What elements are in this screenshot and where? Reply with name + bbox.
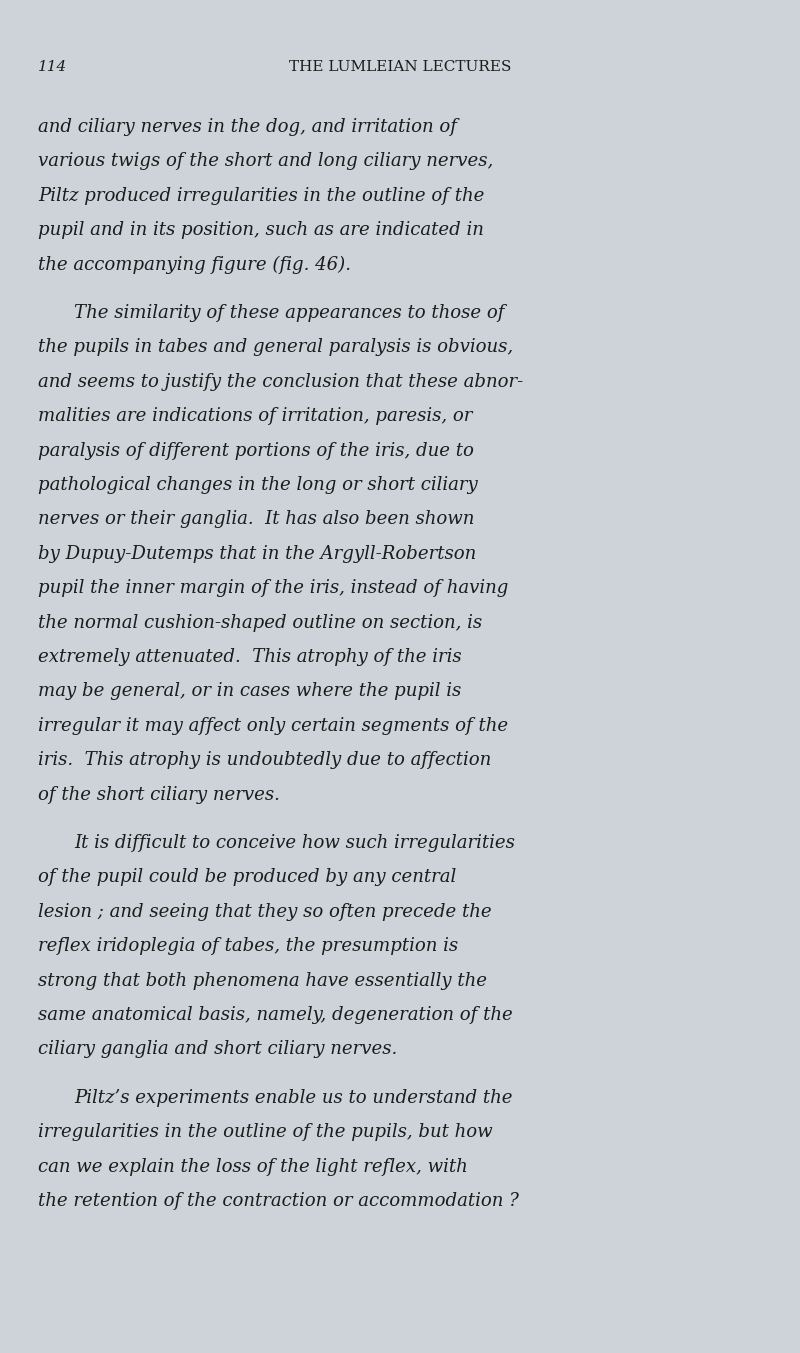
Text: pathological changes in the long or short ciliary: pathological changes in the long or shor… — [38, 476, 478, 494]
Text: irregular it may affect only certain segments of the: irregular it may affect only certain seg… — [38, 717, 508, 735]
Text: extremely attenuated.  This atrophy of the iris: extremely attenuated. This atrophy of th… — [38, 648, 462, 666]
Text: pupil the inner margin of the iris, instead of having: pupil the inner margin of the iris, inst… — [38, 579, 508, 597]
Text: by Dupuy-Dutemps that in the Argyll­Robertson: by Dupuy-Dutemps that in the Argyll­Robe… — [38, 545, 476, 563]
Text: the pupils in tabes and general paralysis is obvious,: the pupils in tabes and general paralysi… — [38, 338, 513, 356]
Text: It is difficult to conceive how such irregularities: It is difficult to conceive how such irr… — [74, 833, 515, 852]
Text: THE LUMLEIAN LECTURES: THE LUMLEIAN LECTURES — [289, 60, 511, 74]
Text: same anatomical basis, namely, degeneration of the: same anatomical basis, namely, degenerat… — [38, 1007, 513, 1024]
Text: strong that both phenomena have essentially the: strong that both phenomena have essentia… — [38, 971, 487, 989]
Text: nerves or their ganglia.  It has also been shown: nerves or their ganglia. It has also bee… — [38, 510, 474, 529]
Text: the accompanying figure (fig. 46).: the accompanying figure (fig. 46). — [38, 256, 351, 273]
Text: various twigs of the short and long ciliary nerves,: various twigs of the short and long cili… — [38, 153, 494, 170]
Text: irregularities in the outline of the pupils, but how: irregularities in the outline of the pup… — [38, 1123, 493, 1141]
Text: and seems to justify the conclusion that these abnor-: and seems to justify the conclusion that… — [38, 373, 523, 391]
Text: 114: 114 — [38, 60, 67, 74]
Text: may be general, or in cases where the pupil is: may be general, or in cases where the pu… — [38, 682, 462, 701]
Text: ciliary ganglia and short ciliary nerves.: ciliary ganglia and short ciliary nerves… — [38, 1040, 398, 1058]
Text: of the pupil could be produced by any central: of the pupil could be produced by any ce… — [38, 869, 456, 886]
Text: The similarity of these appearances to those of: The similarity of these appearances to t… — [74, 304, 505, 322]
Text: Piltz produced irregularities in the outline of the: Piltz produced irregularities in the out… — [38, 187, 484, 204]
Text: Piltz’s experiments enable us to understand the: Piltz’s experiments enable us to underst… — [74, 1089, 513, 1107]
Text: and ciliary nerves in the dog, and irritation of: and ciliary nerves in the dog, and irrit… — [38, 118, 457, 137]
Text: the retention of the contraction or accommodation ?: the retention of the contraction or acco… — [38, 1192, 519, 1210]
Text: reflex iridoplegia of tabes, the presumption is: reflex iridoplegia of tabes, the presump… — [38, 938, 458, 955]
Text: of the short ciliary nerves.: of the short ciliary nerves. — [38, 786, 280, 804]
Text: iris.  This atrophy is undoubtedly due to affection: iris. This atrophy is undoubtedly due to… — [38, 751, 491, 770]
Text: malities are indications of irritation, paresis, or: malities are indications of irritation, … — [38, 407, 472, 425]
Text: can we explain the loss of the light reflex, with: can we explain the loss of the light ref… — [38, 1158, 468, 1176]
Text: the normal cushion-shaped outline on section, is: the normal cushion-shaped outline on sec… — [38, 614, 482, 632]
Text: pupil and in its position, such as are indicated in: pupil and in its position, such as are i… — [38, 221, 484, 239]
Text: paralysis of different portions of the iris, due to: paralysis of different portions of the i… — [38, 441, 474, 460]
Text: lesion ; and seeing that they so often precede the: lesion ; and seeing that they so often p… — [38, 902, 492, 921]
